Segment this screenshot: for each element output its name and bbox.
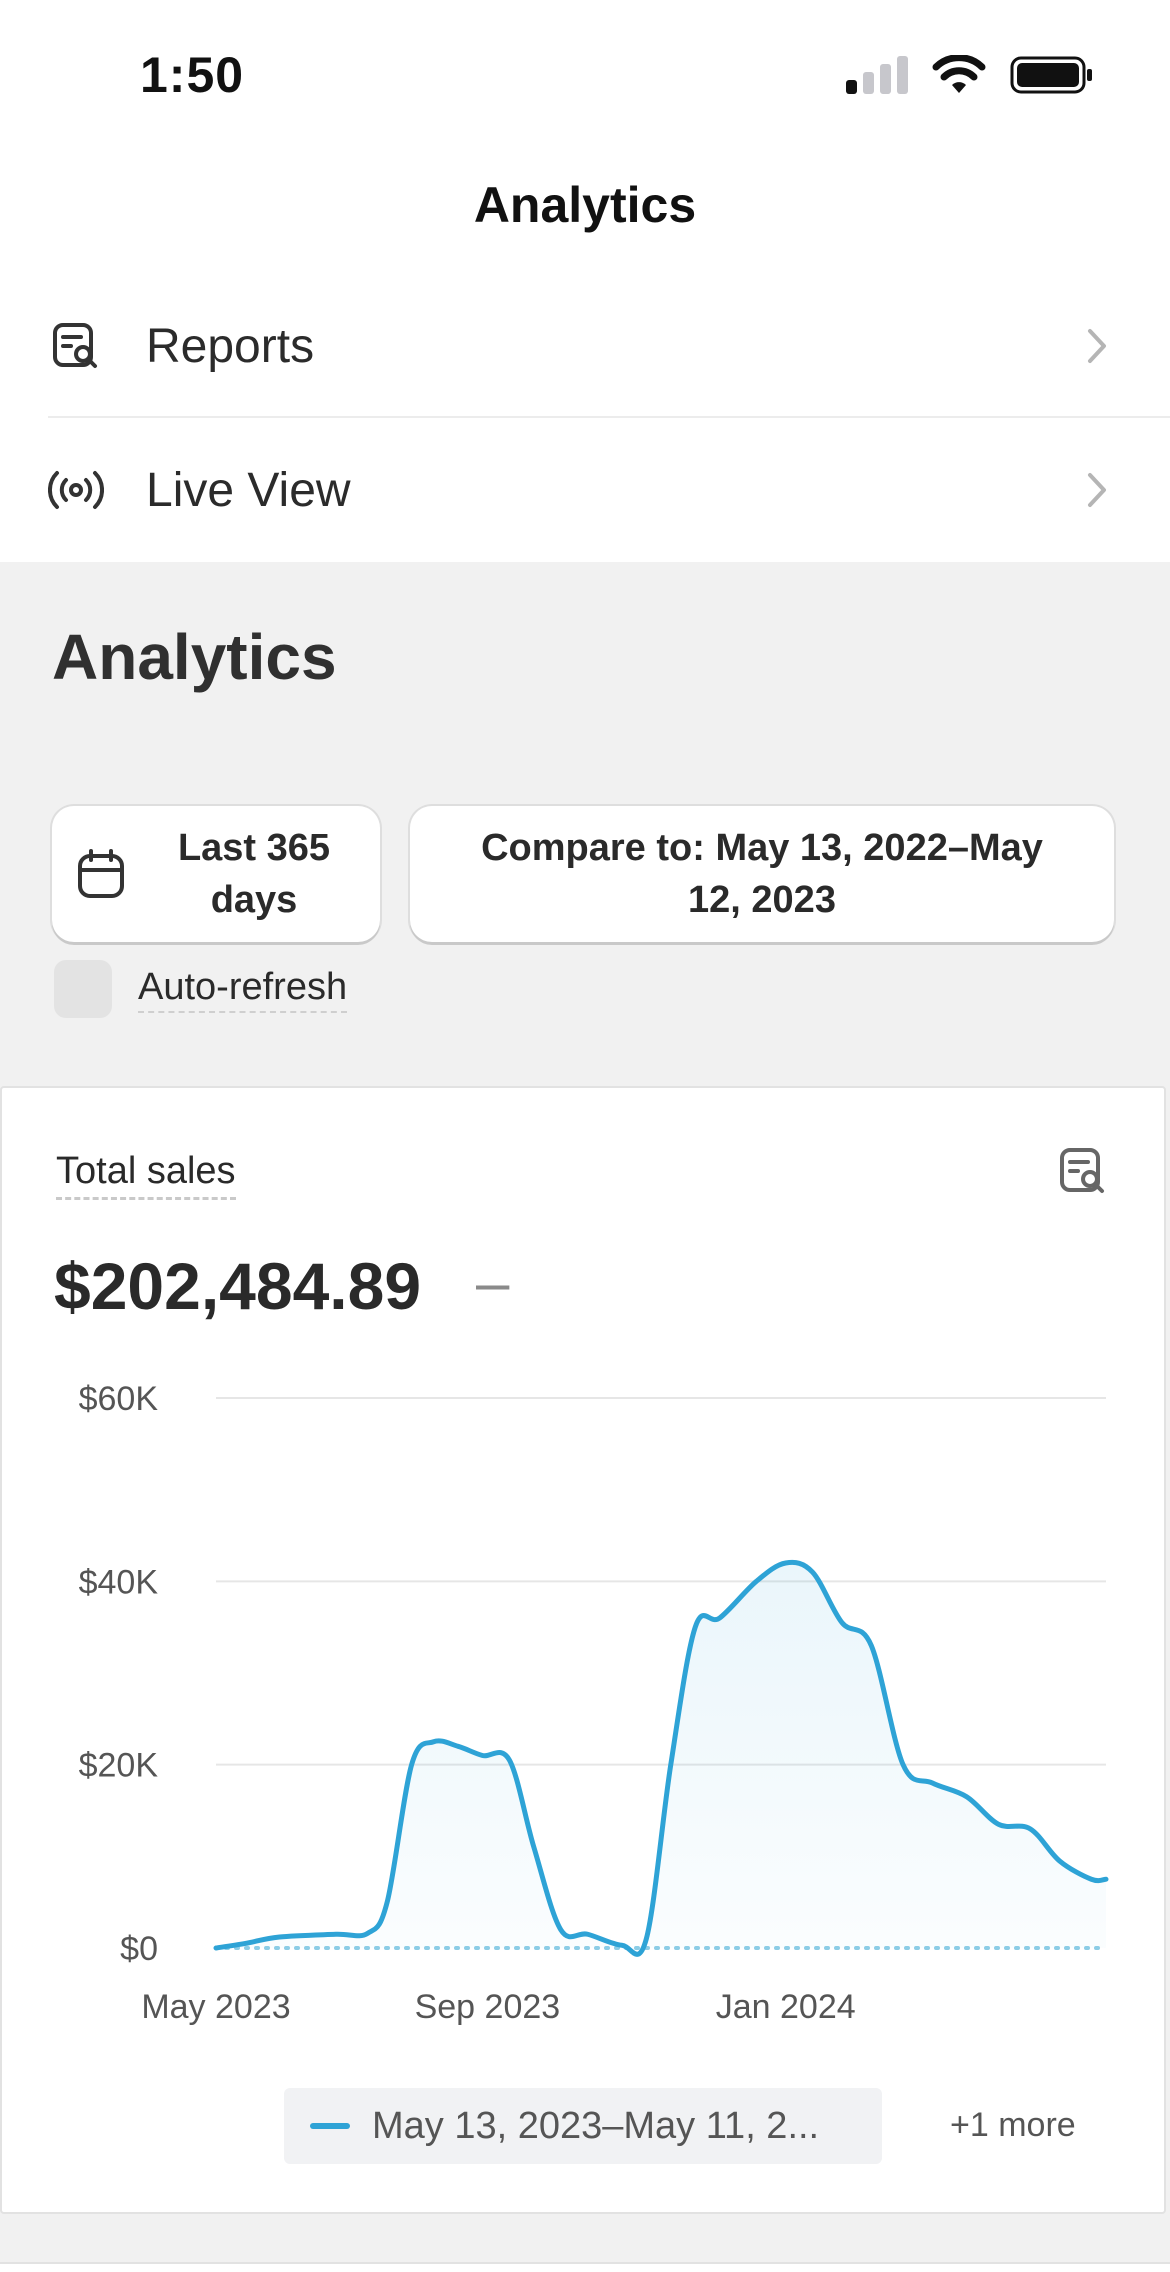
reports-row[interactable]: Reports: [48, 274, 1170, 418]
x-tick-label: Jan 2024: [716, 1988, 856, 2026]
status-time: 1:50: [140, 47, 245, 103]
auto-refresh-label: Auto-refresh: [138, 966, 348, 1013]
y-tick-label: $0: [120, 1930, 158, 1968]
card-title[interactable]: Total sales: [56, 1150, 236, 1200]
legend-swatch: [310, 2123, 350, 2129]
calendar-icon: [78, 849, 124, 898]
date-range-label: Last 365 days: [177, 827, 331, 921]
status-icons: [846, 55, 1094, 95]
report-search-icon: [48, 318, 104, 374]
x-tick-label: May 2023: [141, 1988, 290, 2026]
total-sales-card: Total sales $202,484.89 – $60K $40K $20K $0…: [0, 1086, 1166, 2214]
x-tick-label: Sep 2023: [415, 1988, 561, 2026]
nav-title: Analytics: [473, 177, 697, 233]
broadcast-icon: [48, 462, 104, 518]
battery-icon: [1010, 56, 1092, 94]
legend-more-button[interactable]: +1 more: [950, 2106, 1076, 2144]
chevron-right-icon: [1088, 329, 1106, 363]
compare-label: Compare to: May 13, 2022–May 12, 2023: [481, 827, 1043, 921]
report-search-icon[interactable]: [1058, 1146, 1108, 1196]
y-tick-label: $40K: [79, 1563, 159, 1601]
y-tick-label: $20K: [79, 1747, 159, 1785]
date-range-button[interactable]: Last 365 days: [52, 806, 380, 942]
sales-chart: $60K $40K $20K $0 May 2023 Sep 2023 Jan 2024: [79, 1380, 1109, 2026]
sales-series-line: [213, 1559, 1109, 1957]
signal-icon: [846, 56, 908, 94]
auto-refresh-toggle[interactable]: Auto-refresh: [54, 960, 348, 1018]
chevron-right-icon: [1088, 473, 1106, 507]
compare-button[interactable]: Compare to: May 13, 2022–May 12, 2023: [410, 806, 1114, 942]
next-card-edge: [0, 2262, 1170, 2272]
legend-label: May 13, 2023–May 11, 2...: [372, 2104, 820, 2147]
wifi-icon: [932, 55, 986, 93]
reports-label: Reports: [146, 319, 315, 373]
legend-item[interactable]: May 13, 2023–May 11, 2...: [284, 2088, 882, 2164]
change-indicator: –: [476, 1249, 510, 1316]
row-divider: [48, 416, 1170, 418]
live-view-row[interactable]: Live View: [48, 418, 1170, 562]
auto-refresh-checkbox[interactable]: [54, 960, 112, 1018]
live-view-label: Live View: [146, 463, 351, 517]
section-title: Analytics: [52, 621, 337, 693]
total-sales-value: $202,484.89: [54, 1249, 422, 1323]
status-bar: 1:50: [0, 0, 1170, 150]
y-tick-label: $60K: [79, 1380, 159, 1418]
series-area: [216, 1562, 1106, 1955]
